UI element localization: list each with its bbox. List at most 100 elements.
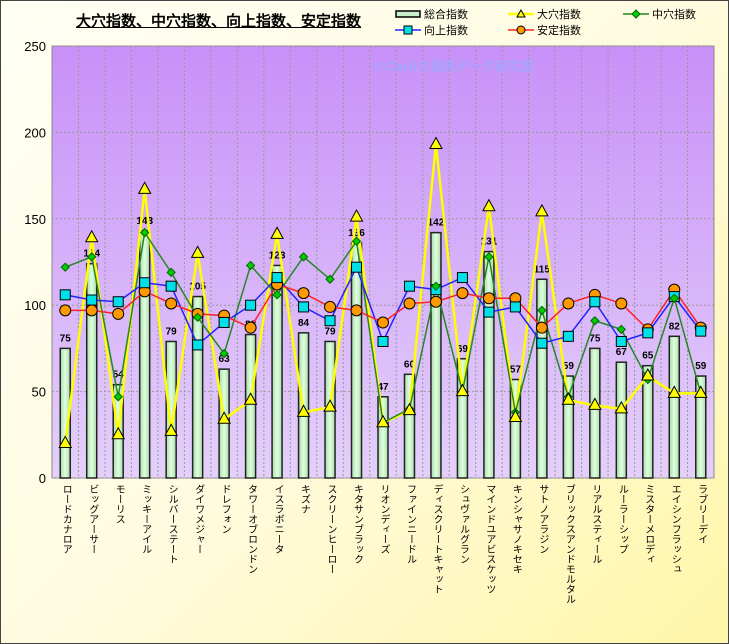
marker-circle bbox=[59, 304, 72, 317]
marker-circle bbox=[112, 307, 125, 320]
marker-diamond bbox=[272, 290, 282, 300]
bar-sogo bbox=[509, 378, 522, 479]
marker-square bbox=[86, 294, 98, 306]
marker-square bbox=[403, 280, 415, 292]
marker-square bbox=[139, 277, 151, 289]
x-tick-label: ダイワメジャー bbox=[192, 484, 204, 554]
legend-item-kojo: 向上指数 bbox=[395, 22, 468, 38]
marker-triangle bbox=[640, 368, 655, 381]
marker-diamond bbox=[139, 227, 150, 238]
bar-sogo bbox=[695, 375, 707, 479]
bar-data-label: 54 bbox=[113, 370, 125, 381]
marker-square bbox=[377, 335, 389, 347]
bar-sogo bbox=[85, 262, 98, 479]
marker-square bbox=[695, 325, 707, 337]
bar-sogo bbox=[589, 347, 601, 479]
marker-triangle bbox=[349, 209, 364, 222]
marker-square bbox=[536, 337, 548, 349]
x-tick-label: マインドユアビスケッツ bbox=[483, 484, 495, 594]
x-tick-label: シュヴァルグラン bbox=[457, 484, 469, 564]
marker-diamond bbox=[245, 260, 256, 271]
marker-diamond bbox=[60, 262, 70, 272]
x-tick-label: ロードカナロア bbox=[60, 484, 72, 554]
marker-triangle bbox=[667, 385, 682, 398]
marker-square bbox=[112, 296, 124, 308]
legend-label: 大穴指数 bbox=[537, 8, 581, 21]
marker-square bbox=[165, 280, 177, 292]
bar-data-label: 131 bbox=[481, 237, 498, 248]
marker-triangle bbox=[482, 198, 496, 212]
bar-data-label: 123 bbox=[269, 250, 286, 261]
marker-circle bbox=[482, 292, 495, 305]
bar-data-label: 69 bbox=[457, 344, 469, 355]
bar-sogo bbox=[244, 333, 257, 479]
marker-square bbox=[298, 301, 310, 313]
bar-sogo bbox=[668, 335, 681, 479]
marker-square bbox=[192, 339, 204, 351]
bar-sogo bbox=[165, 340, 177, 479]
legend-item-sogo: 総合指数 bbox=[395, 6, 468, 22]
marker-triangle bbox=[429, 136, 443, 149]
x-tick-label: ビッグアーサー bbox=[86, 484, 98, 554]
marker-diamond bbox=[113, 392, 123, 402]
bar-sogo bbox=[615, 361, 628, 479]
x-tick-label: リオンディーズ bbox=[378, 484, 389, 554]
bar-sogo bbox=[403, 373, 416, 479]
x-tick-label: ファインニードル bbox=[404, 484, 416, 564]
marker-triangle bbox=[535, 203, 549, 217]
marker-triangle bbox=[137, 181, 152, 194]
marker-circle bbox=[297, 287, 310, 300]
bar-data-label: 59 bbox=[695, 361, 707, 372]
marker-triangle bbox=[376, 414, 390, 428]
marker-triangle bbox=[508, 409, 523, 423]
marker-diamond bbox=[298, 252, 309, 262]
x-tick-label: スクリーンヒーロー bbox=[325, 484, 337, 574]
marker-square bbox=[615, 335, 627, 347]
marker-circle bbox=[165, 297, 178, 310]
marker-triangle bbox=[561, 392, 576, 405]
x-tick-label: タワーオブロンドン bbox=[245, 484, 257, 574]
legend-label: 向上指数 bbox=[424, 24, 468, 37]
bar-data-label: 79 bbox=[166, 326, 178, 337]
bar-data-label: 142 bbox=[428, 218, 445, 229]
marker-diamond bbox=[616, 324, 627, 335]
x-tick-label: ラブリーデイ bbox=[695, 484, 707, 544]
marker-square bbox=[509, 301, 521, 313]
bar-sogo bbox=[483, 250, 495, 479]
bar-data-label: 79 bbox=[324, 326, 336, 337]
bar-data-label: 67 bbox=[616, 347, 628, 358]
marker-square bbox=[271, 272, 283, 284]
bar-sogo bbox=[456, 358, 469, 479]
y-tick-label: 250 bbox=[24, 39, 46, 54]
x-tick-label: ルーラーシップ bbox=[616, 484, 628, 554]
legend-label: 中穴指数 bbox=[652, 8, 696, 21]
x-tick-label: イスラボニータ bbox=[272, 484, 284, 554]
marker-circle bbox=[324, 300, 337, 313]
marker-triangle bbox=[323, 399, 337, 412]
marker-circle bbox=[429, 295, 442, 308]
x-tick-label: ディスクリートキャット bbox=[430, 484, 442, 594]
marker-square bbox=[59, 289, 71, 301]
bar-data-label: 82 bbox=[669, 321, 681, 332]
marker-square bbox=[351, 261, 363, 273]
x-tick-label: ミスターメロディ bbox=[642, 484, 654, 564]
bar-data-label: 105 bbox=[189, 282, 206, 293]
y-tick-label: 200 bbox=[24, 125, 46, 140]
bar-sogo bbox=[138, 230, 151, 479]
x-tick-label: キタサンブラック bbox=[351, 484, 363, 564]
bar-data-label: 47 bbox=[377, 382, 389, 393]
bar-sogo bbox=[271, 264, 283, 479]
marker-diamond bbox=[669, 293, 679, 303]
x-tick-label: サトノアラジン bbox=[536, 484, 548, 554]
marker-square bbox=[642, 327, 654, 339]
marker-square bbox=[589, 296, 601, 308]
marker-triangle bbox=[58, 435, 73, 448]
x-tick-label: キズナ bbox=[298, 484, 310, 514]
legend-item-antei: 安定指数 bbox=[508, 22, 581, 38]
marker-square bbox=[324, 315, 336, 327]
x-tick-label: リアルスティール bbox=[589, 484, 601, 564]
marker-square bbox=[218, 316, 230, 328]
marker-diamond bbox=[351, 236, 362, 246]
marker-circle bbox=[377, 316, 389, 329]
bar-data-label: 59 bbox=[563, 361, 575, 372]
